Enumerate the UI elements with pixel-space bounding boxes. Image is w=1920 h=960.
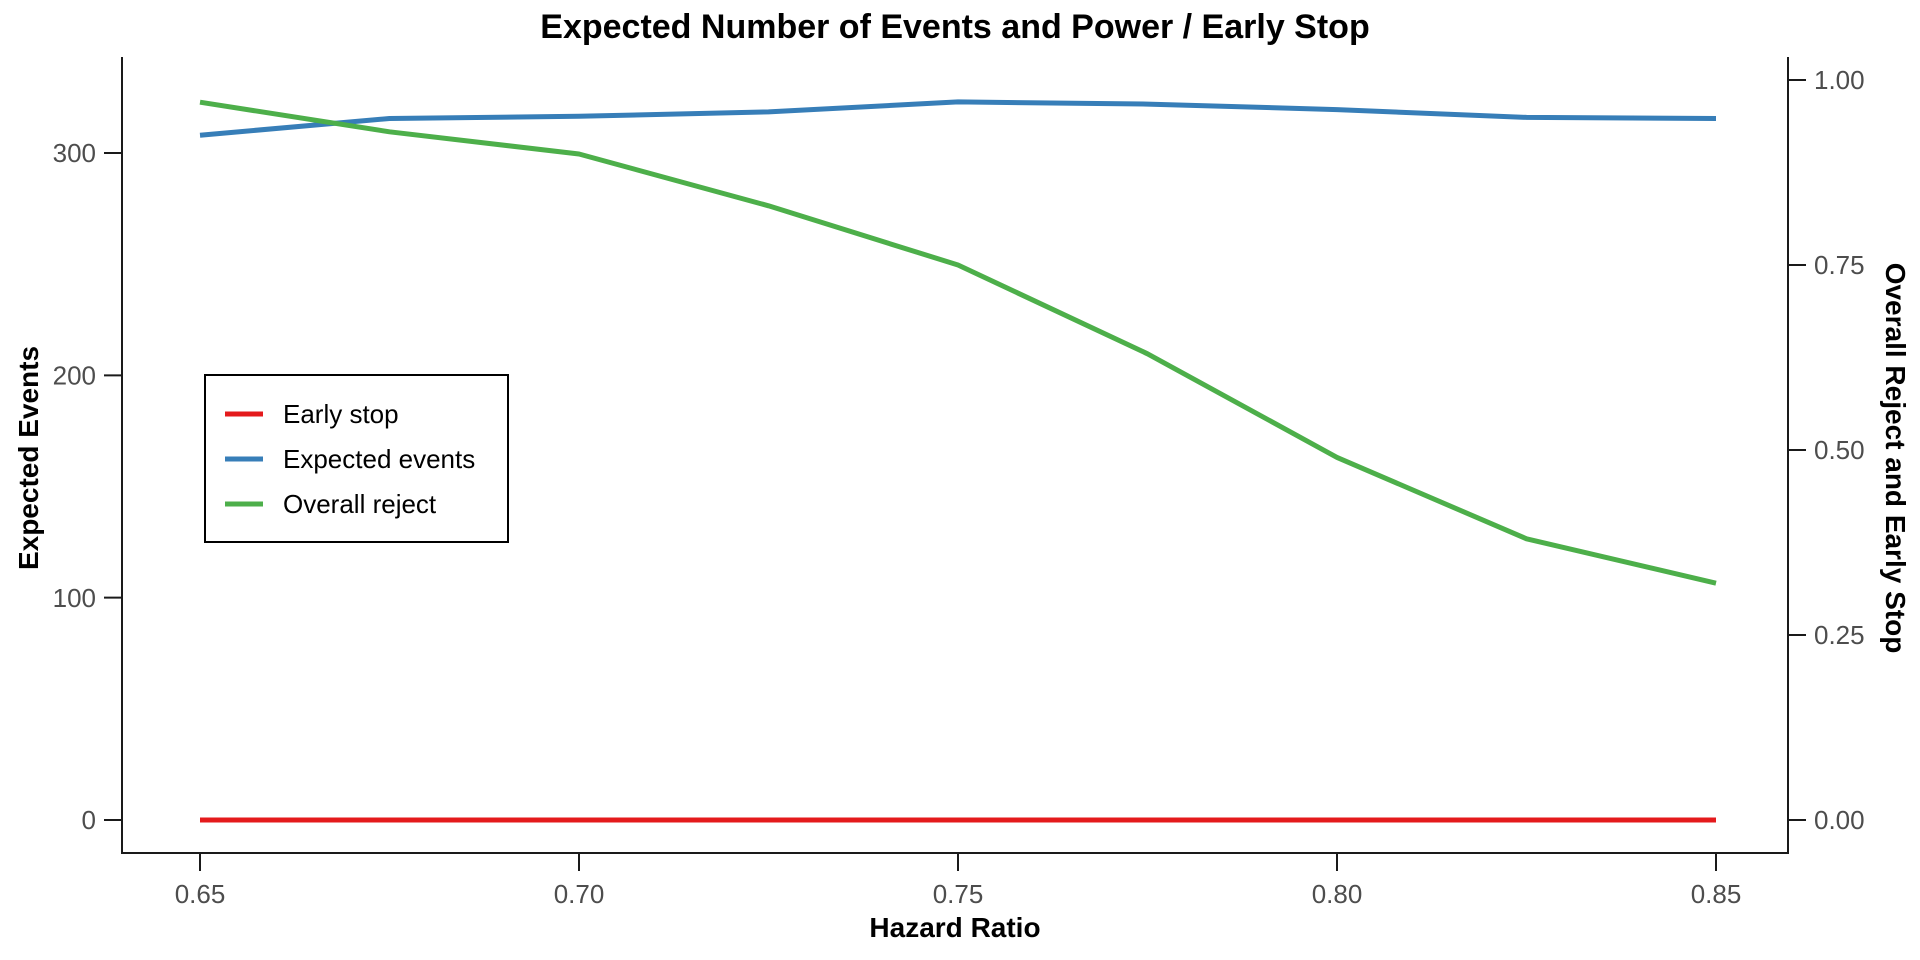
legend-label-overall-reject: Overall reject: [283, 489, 437, 519]
y-left-axis-ticks: 0 100 200 300: [53, 138, 122, 835]
x-axis-title: Hazard Ratio: [869, 912, 1040, 943]
x-tick-label: 0.70: [554, 879, 605, 909]
series-lines: [199, 99, 1717, 823]
legend-label-early-stop: Early stop: [283, 399, 399, 429]
series-line-overall-reject: [199, 99, 1717, 586]
y-left-tick-label: 300: [53, 138, 96, 168]
chart-title: Expected Number of Events and Power / Ea…: [540, 8, 1369, 46]
y-right-tick-label: 0.75: [1814, 250, 1865, 280]
y-right-tick-label: 0.25: [1814, 620, 1865, 650]
y-left-axis-title: Expected Events: [13, 346, 44, 570]
y-left-tick-label: 100: [53, 583, 96, 613]
y-left-tick-label: 0: [82, 805, 96, 835]
series-line-expected-events: [199, 99, 1717, 138]
plot-box-spines: [121, 57, 1789, 854]
x-tick-label: 0.80: [1312, 879, 1363, 909]
y-left-tick-label: 200: [53, 360, 96, 390]
x-tick-label: 0.85: [1691, 879, 1742, 909]
y-right-tick-label: 1.00: [1814, 65, 1865, 95]
legend-box: [204, 374, 509, 543]
y-right-tick-label: 0.00: [1814, 805, 1865, 835]
x-axis-ticks: 0.65 0.70 0.75 0.80 0.85: [175, 853, 1742, 909]
x-tick-label: 0.65: [175, 879, 226, 909]
legend: Early stop Expected events Overall rejec…: [204, 374, 509, 543]
x-tick-label: 0.75: [933, 879, 984, 909]
y-right-axis-ticks: 0.00 0.25 0.50 0.75 1.00: [1788, 65, 1865, 835]
legend-label-expected-events: Expected events: [283, 444, 475, 474]
y-right-tick-label: 0.50: [1814, 435, 1865, 465]
y-right-axis-title: Overall Reject and Early Stop: [1880, 263, 1911, 654]
